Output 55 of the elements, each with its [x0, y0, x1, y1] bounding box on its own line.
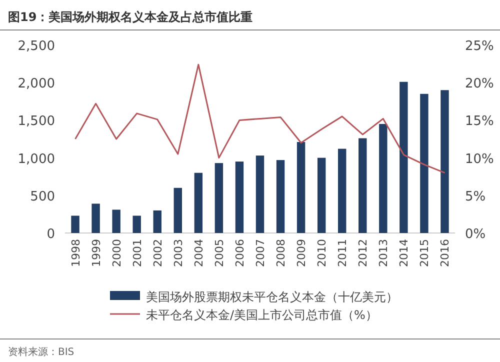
y-tick-label: 0: [46, 227, 55, 242]
bar: [71, 216, 80, 233]
y2-tick-label: 15%: [465, 114, 494, 130]
bar: [214, 163, 224, 233]
x-tick-label: 2008: [274, 239, 288, 267]
bar: [174, 188, 182, 233]
legend-label: 未平仓名义本金/美国上市公司总市值（%）: [146, 308, 378, 322]
y2-tick-label: 25%: [465, 39, 494, 54]
y-tick-label: 1,000: [18, 152, 55, 167]
y-tick-label: 500: [30, 189, 55, 204]
line-series: [74, 64, 446, 174]
bar: [276, 160, 285, 233]
chart-title: 图19：美国场外期权名义本金及占总市值比重: [8, 10, 253, 24]
x-tick-label: 2012: [356, 239, 370, 267]
text: 资料来源：BIS: [8, 346, 74, 358]
y2-tick-label: 10%: [465, 152, 494, 167]
x-tick-label: 2000: [110, 239, 124, 267]
bar: [296, 142, 306, 233]
bar: [420, 94, 428, 233]
x-tick-label: 2007: [254, 239, 267, 267]
bar: [338, 148, 346, 233]
x-tick-label: 2016: [438, 239, 452, 267]
x-tick-label: 2011: [336, 239, 350, 267]
x-tick-label: 2002: [151, 239, 164, 267]
x-tick-label: 2001: [130, 239, 144, 267]
x-tick-label: 2013: [377, 239, 390, 267]
y2-tick-label: 5%: [465, 189, 486, 204]
legend-label: 美国场外股票期权未平仓名义本金（十亿美元）: [146, 290, 398, 304]
x-tick-label: 2005: [212, 239, 226, 267]
bar: [256, 156, 264, 233]
y-tick-label: 2,500: [18, 39, 55, 54]
x-tick-label: 2014: [398, 239, 411, 267]
x-tick-label: 1999: [90, 239, 103, 267]
bar: [235, 162, 244, 233]
x-tick-label: 2006: [233, 239, 246, 267]
bar: [379, 124, 388, 233]
x-tick-label: 2003: [172, 239, 185, 267]
x-tick-label: 2009: [295, 239, 308, 267]
y-tick-label: 2,000: [18, 76, 55, 92]
y2-tick-label: 0%: [465, 227, 486, 242]
x-tick-label: 2015: [418, 239, 432, 267]
bar: [92, 204, 100, 233]
bar: [400, 82, 408, 233]
bar: [153, 210, 162, 233]
bar: [358, 138, 367, 233]
bar: [112, 210, 120, 233]
x-tick-label: 2004: [192, 239, 206, 267]
y-tick-label: 1,500: [18, 114, 55, 130]
x-tick-label: 1998: [69, 239, 82, 267]
y2-tick-label: 20%: [465, 76, 494, 92]
bar: [132, 216, 141, 233]
bar: [194, 172, 203, 233]
bar: [440, 90, 449, 233]
bar: [317, 158, 326, 233]
x-tick-label: 2010: [316, 239, 329, 267]
